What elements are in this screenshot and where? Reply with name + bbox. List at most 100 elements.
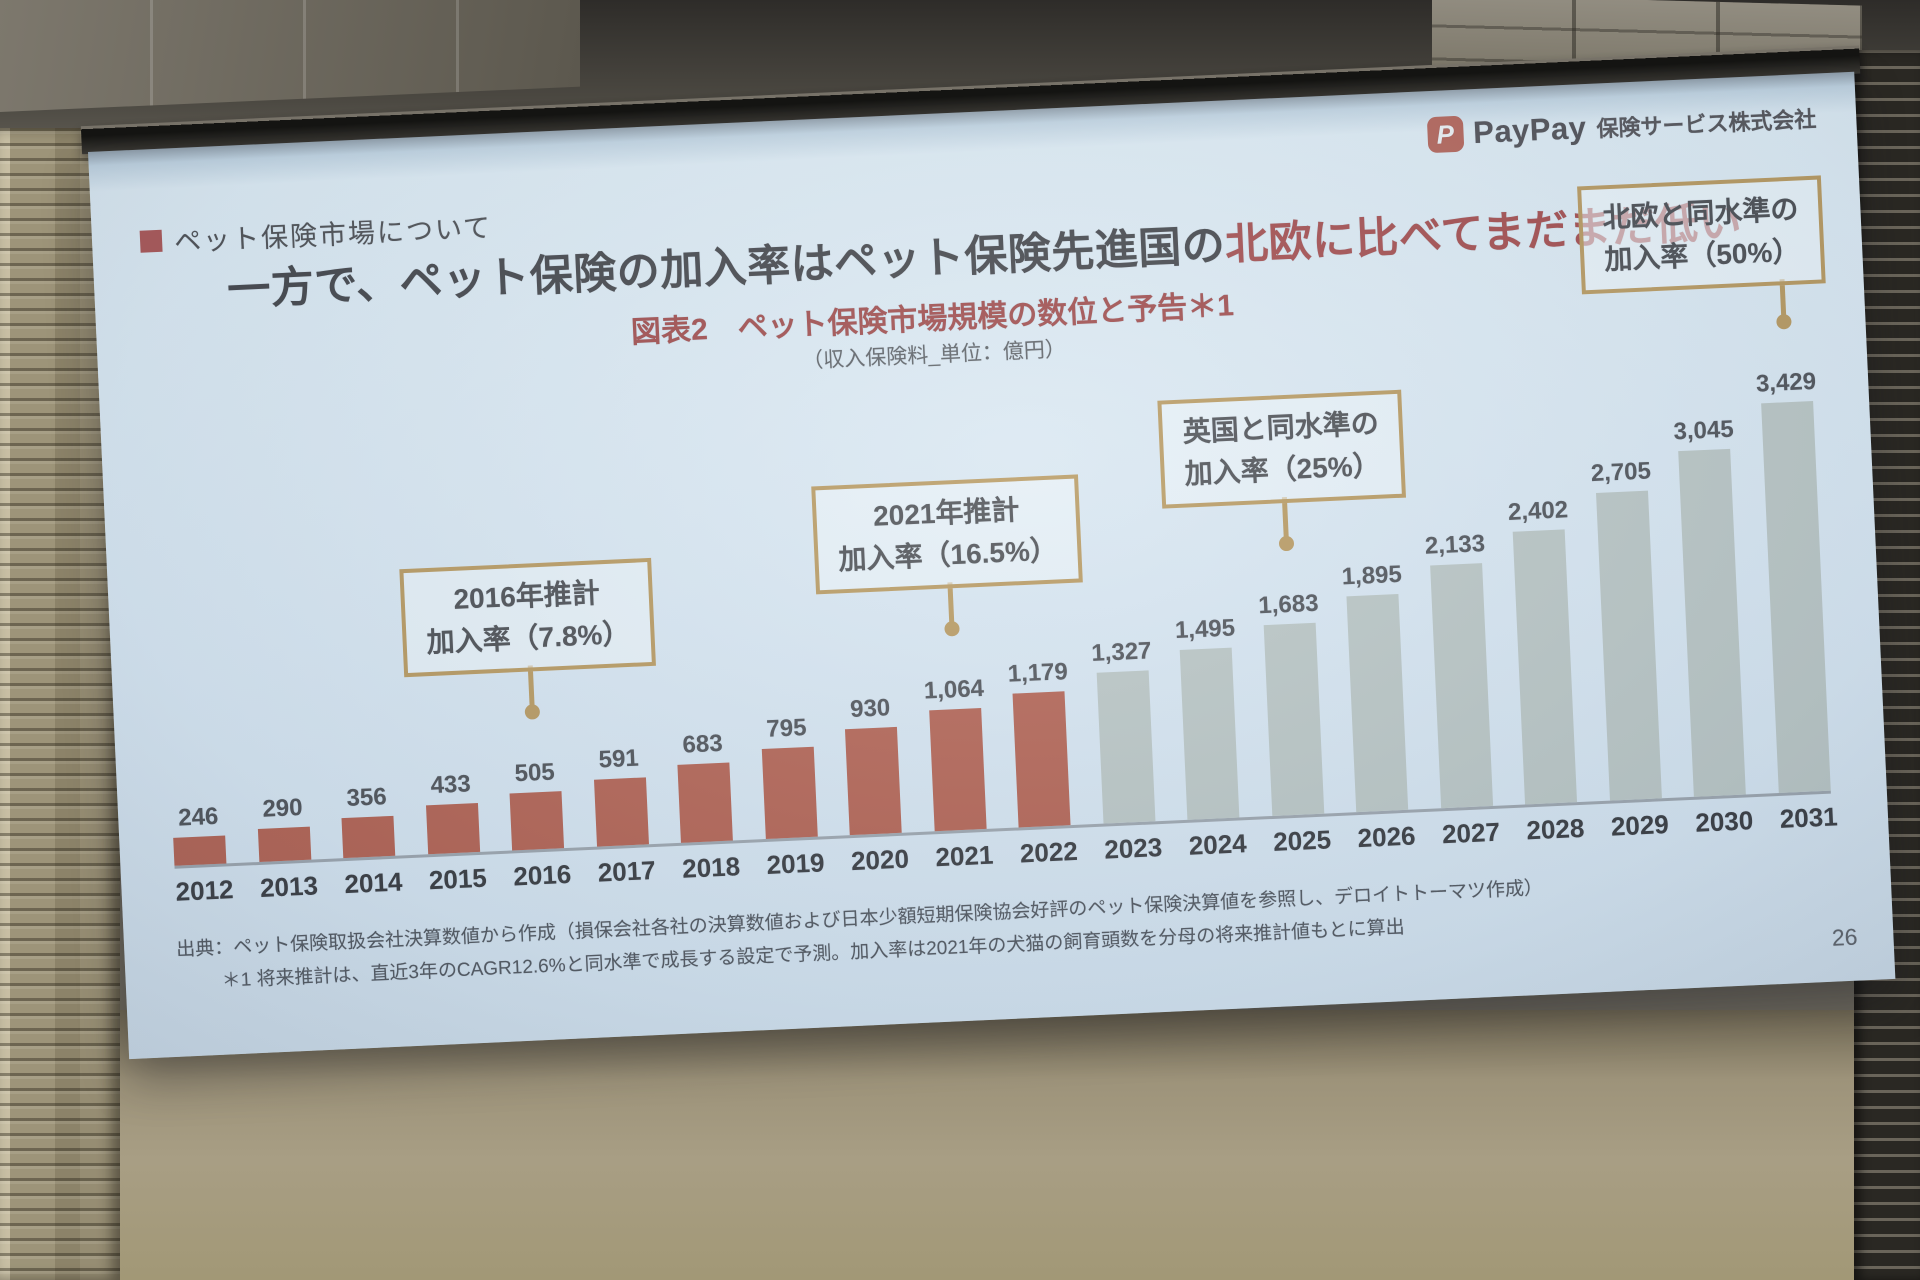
- bar: [1263, 622, 1324, 816]
- bar-value-label: 683: [681, 729, 724, 759]
- bar-column: 1,327: [1091, 637, 1156, 824]
- bar-column: 1,895: [1341, 561, 1409, 813]
- bar-value-label: 1,895: [1341, 560, 1403, 591]
- year-label: 2016: [512, 858, 572, 892]
- year-label: 2013: [259, 870, 319, 903]
- callout-dot-icon: [1775, 313, 1792, 330]
- bar: [425, 803, 480, 855]
- year-label: 2020: [850, 843, 910, 877]
- bar: [1096, 670, 1156, 824]
- bar-value-label: 795: [765, 714, 808, 743]
- year-label: 2029: [1610, 809, 1670, 842]
- bar: [1512, 529, 1578, 805]
- bar: [761, 746, 818, 839]
- callout: 英国と同水準の 加入率（25%）: [1157, 389, 1407, 509]
- bar-value-label: 930: [849, 694, 891, 723]
- callout-text: 加入率（16.5%）: [837, 534, 1059, 576]
- year-label: 2019: [765, 847, 826, 880]
- bar: [1760, 401, 1831, 793]
- bar-value-label: 246: [177, 802, 219, 832]
- callout-dot-icon: [943, 620, 960, 637]
- bar: [1678, 448, 1747, 797]
- callout: 北欧と同水準の 加入率（50%）: [1577, 175, 1826, 295]
- bar-value-label: 433: [429, 770, 472, 800]
- bar-value-label: 290: [261, 793, 304, 823]
- paypay-logo-company: 保険サービス株式会社: [1595, 106, 1817, 142]
- year-label: 2030: [1694, 805, 1754, 838]
- year-label: 2023: [1103, 832, 1163, 865]
- bar-value-label: 1,683: [1257, 589, 1320, 620]
- bar-column: 2,705: [1590, 457, 1662, 801]
- bar: [1179, 647, 1240, 820]
- room-wall: [0, 1010, 1920, 1280]
- callout-dot-icon: [524, 703, 540, 720]
- bar: [1346, 594, 1409, 813]
- projector-screen: P PayPay 保険サービス株式会社 ペット保険市場について 一方で、ペット保…: [80, 45, 1896, 1060]
- ceiling-tiles-left: [0, 0, 580, 113]
- bar: [1012, 691, 1071, 828]
- bar: [593, 777, 649, 847]
- bar-value-label: 2,705: [1590, 457, 1652, 488]
- bar: [1595, 490, 1662, 801]
- year-label: 2021: [934, 839, 994, 873]
- bar-value-label: 591: [598, 744, 640, 774]
- bar: [677, 762, 733, 843]
- bar-column: 795: [760, 714, 818, 839]
- bar: [1429, 563, 1493, 809]
- page-number: 26: [1831, 923, 1859, 951]
- bar-column: 591: [592, 744, 649, 847]
- year-label: 2031: [1779, 801, 1839, 834]
- bar-value-label: 2,133: [1424, 530, 1486, 560]
- year-label: 2028: [1525, 812, 1585, 846]
- callout-text: 加入率（50%）: [1603, 235, 1801, 276]
- bar: [257, 826, 311, 862]
- bar-value-label: 1,327: [1090, 637, 1153, 667]
- slide: P PayPay 保険サービス株式会社 ペット保険市場について 一方で、ペット保…: [137, 95, 1861, 1037]
- year-label: 2012: [174, 874, 235, 907]
- year-label: 2015: [428, 862, 488, 896]
- bar-value-label: 505: [514, 758, 556, 788]
- paypay-logo-brand: PayPay: [1472, 110, 1588, 151]
- callout: 2021年推計 加入率（16.5%）: [811, 474, 1084, 595]
- year-label: 2025: [1272, 824, 1332, 857]
- bar-value-label: 356: [345, 783, 388, 812]
- bar-column: 2,133: [1424, 530, 1493, 809]
- year-label: 2022: [1019, 835, 1079, 869]
- bar-column: 505: [508, 758, 565, 851]
- bar: [928, 708, 987, 832]
- year-label: 2014: [343, 866, 403, 900]
- bar-value-label: 1,179: [1007, 658, 1069, 688]
- bar-column: 3,045: [1673, 416, 1747, 797]
- bar-value-label: 2,402: [1507, 496, 1569, 526]
- bar-column: 246: [172, 803, 227, 866]
- callout-text: 加入率（7.8%）: [425, 617, 632, 659]
- bar-value-label: 3,045: [1672, 415, 1735, 446]
- bar: [845, 726, 902, 836]
- bar-column: 1,495: [1174, 614, 1240, 820]
- bar-value-label: 3,429: [1755, 367, 1817, 398]
- bar-value-label: 1,495: [1174, 614, 1236, 645]
- bar: [173, 835, 227, 866]
- bar-column: 1,064: [923, 675, 987, 832]
- callout-text: 加入率（25%）: [1184, 449, 1382, 490]
- section-bullet-icon: [139, 229, 163, 253]
- bar-value-label: 1,064: [923, 674, 985, 705]
- year-label: 2017: [597, 855, 657, 888]
- year-label: 2026: [1356, 820, 1417, 854]
- bar-column: 1,683: [1258, 590, 1324, 816]
- bar-column: 356: [340, 783, 396, 859]
- bar: [341, 815, 396, 859]
- bar-column: 2,402: [1507, 496, 1578, 805]
- bar-column: 683: [676, 730, 733, 843]
- bar-column: 1,179: [1007, 658, 1071, 828]
- bar-column: 433: [424, 770, 480, 855]
- paypay-logo: P PayPay 保険サービス株式会社: [1426, 100, 1817, 154]
- year-label: 2024: [1188, 828, 1248, 861]
- bar-column: 930: [844, 694, 902, 836]
- bar-column: 3,429: [1755, 368, 1831, 793]
- year-label: 2018: [681, 851, 741, 884]
- chart-area: 246 290 356 433 505 591 683 795 930 1,064 1,179 1,3…: [154, 175, 1839, 908]
- paypay-logo-letter: P: [1435, 118, 1455, 150]
- callout-dot-icon: [1278, 535, 1294, 551]
